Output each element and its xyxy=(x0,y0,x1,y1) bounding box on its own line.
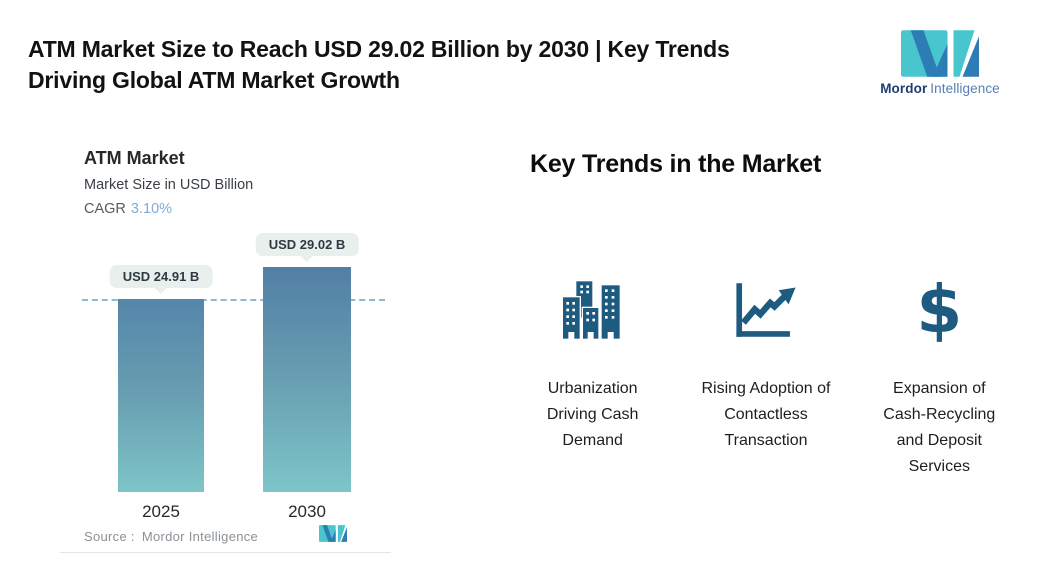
trend-label-contactless: Rising Adoption of Contactless Transacti… xyxy=(701,380,831,449)
buildings-icon xyxy=(561,278,625,342)
mordor-intelligence-logo-icon xyxy=(901,30,979,77)
growth-chart-icon xyxy=(735,278,797,342)
chart-title: ATM Market xyxy=(84,148,185,168)
x-axis-label-2030: 2030 xyxy=(288,502,326,521)
chart-cagr: CAGR 3.10% xyxy=(84,201,172,217)
dollar-glyph: $ xyxy=(916,271,963,348)
trend-item-cash-recycling: $ Expansion of Cash-Recycling and Deposi… xyxy=(853,271,1026,480)
brand-logo: Mordor Intelligence xyxy=(872,30,1008,96)
trend-label-cash-recycling: Expansion of Cash-Recycling and Deposit … xyxy=(883,380,996,475)
page-title-line1: ATM Market Size to Reach USD 29.02 Billi… xyxy=(28,36,730,62)
market-chart-card: ATM Market Market Size in USD Billion CA… xyxy=(60,130,391,553)
trend-item-urbanization: Urbanization Driving Cash Demand xyxy=(506,278,679,480)
page-title: ATM Market Size to Reach USD 29.02 Billi… xyxy=(28,34,828,96)
cagr-label: CAGR xyxy=(84,201,126,217)
bar-2025 xyxy=(118,299,204,492)
mordor-intelligence-mini-logo-icon xyxy=(319,525,347,542)
source-value: Mordor Intelligence xyxy=(141,529,259,544)
chart-subtitle: Market Size in USD Billion xyxy=(84,177,254,193)
page-title-line2: Driving Global ATM Market Growth xyxy=(28,67,400,93)
trend-item-contactless: Rising Adoption of Contactless Transacti… xyxy=(679,278,852,480)
bar-chart-plot: USD 24.91 B USD 29.02 B xyxy=(60,233,391,492)
bar-2025-value-label: USD 24.91 B xyxy=(109,265,213,288)
brand-name: Mordor Intelligence xyxy=(872,81,1008,96)
trends-row: Urbanization Driving Cash Demand Rising … xyxy=(506,271,1026,480)
source-label: Source : xyxy=(84,529,135,544)
cagr-value: 3.10% xyxy=(130,201,173,217)
source-caption: Source : Mordor Intelligence xyxy=(84,529,258,544)
trend-label-urbanization: Urbanization Driving Cash Demand xyxy=(546,380,639,449)
x-axis-label-2025: 2025 xyxy=(142,502,180,521)
reference-dashed-line xyxy=(82,299,385,301)
dollar-icon: $ xyxy=(916,271,963,348)
brand-name-bold: Mordor xyxy=(880,81,928,96)
trends-heading: Key Trends in the Market xyxy=(530,150,822,178)
bar-2030 xyxy=(263,267,351,492)
brand-name-light: Intelligence xyxy=(930,81,1000,96)
bar-2030-value-label: USD 29.02 B xyxy=(255,233,359,256)
